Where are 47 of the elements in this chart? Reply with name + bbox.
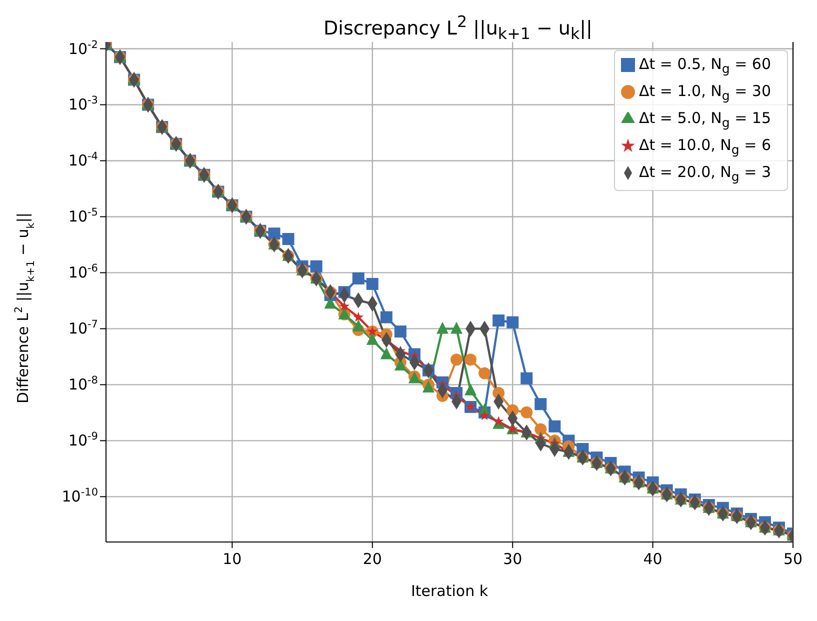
point [310, 260, 322, 272]
y-tick-label: 10$^{-4}$ [68, 150, 98, 170]
x-tick-label: 10 [222, 550, 242, 568]
point [352, 272, 364, 284]
x-tick-label: 40 [643, 550, 662, 568]
y-tick-label: 10$^{-2}$ [68, 38, 98, 58]
point [534, 398, 547, 410]
y-tick-label: 10$^{-10}$ [62, 486, 98, 506]
point [492, 314, 505, 327]
point [534, 423, 547, 436]
point [380, 347, 392, 360]
legend-label: Δt = 5.0, N$_{g}$ = 15 [639, 109, 771, 130]
point [450, 322, 463, 334]
point [380, 311, 392, 324]
point [339, 300, 350, 311]
x-tick-label: 20 [362, 550, 382, 568]
legend-label: Δt = 1.0, N$_{g}$ = 30 [639, 82, 771, 103]
point [366, 278, 378, 290]
x-tick-label: 30 [503, 550, 522, 568]
point [479, 410, 490, 420]
point [548, 420, 561, 432]
x-axis-title: Iteration k [410, 582, 488, 600]
point [353, 312, 364, 322]
point [464, 383, 477, 396]
legend-label: Δt = 0.5, N$_{g}$ = 60 [639, 55, 771, 76]
point [268, 228, 280, 240]
point [520, 372, 533, 384]
point [520, 406, 533, 418]
point [282, 233, 294, 245]
y-tick-label: 10$^{-3}$ [68, 94, 98, 114]
point [506, 316, 519, 328]
point [436, 322, 448, 334]
y-tick-label: 10$^{-6}$ [68, 262, 98, 282]
point [450, 354, 463, 366]
y-tick-label: 10$^{-9}$ [68, 430, 98, 450]
point [366, 332, 378, 345]
legend-label: Δt = 10.0, N$_{g}$ = 6 [639, 136, 771, 157]
chart-title: Discrepancy L$^{2}$ ||u$_{k+1}$ − u$_{k}$|| [324, 12, 592, 44]
point [352, 319, 364, 332]
legend-label: Δt = 20.0, N$_{g}$ = 3 [639, 163, 771, 184]
x-tick-label: 50 [783, 550, 803, 568]
point [464, 354, 477, 366]
y-tick-label: 10$^{-8}$ [68, 374, 98, 394]
y-tick-label: 10$^{-7}$ [68, 318, 98, 338]
point [394, 326, 406, 338]
point [478, 367, 491, 380]
y-tick-label: 10$^{-5}$ [68, 206, 98, 226]
